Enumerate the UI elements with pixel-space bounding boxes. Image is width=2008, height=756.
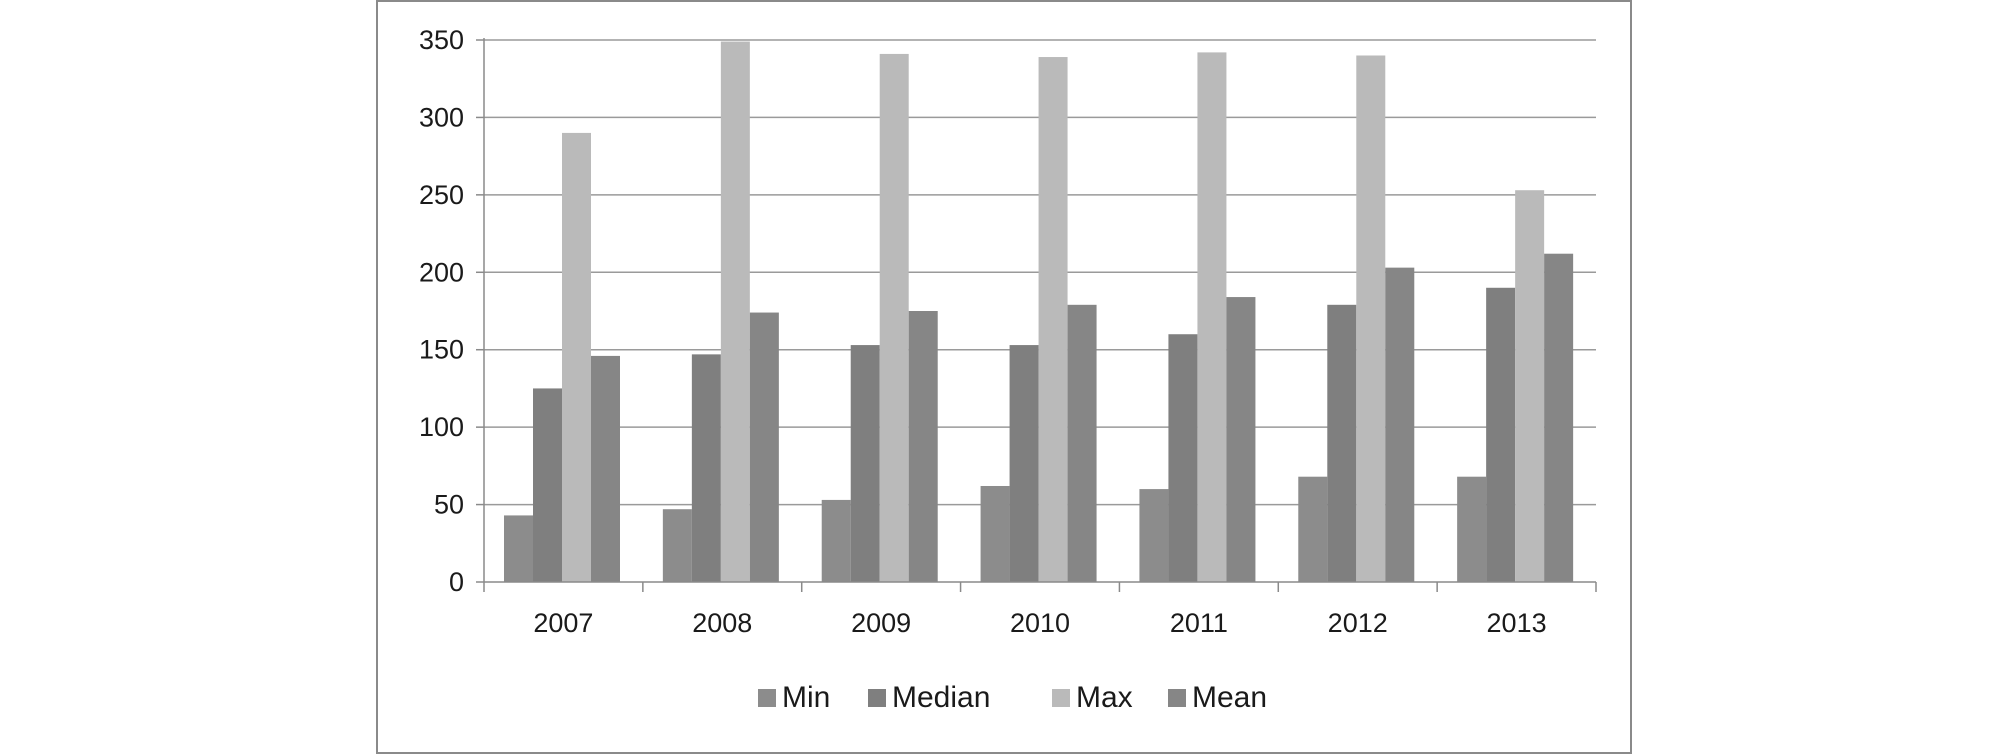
- bar-median-2007: [533, 388, 562, 582]
- x-tick-label: 2013: [1487, 608, 1547, 638]
- y-tick-label: 0: [449, 567, 464, 597]
- legend-label-median: Median: [892, 681, 990, 714]
- legend-label-mean: Mean: [1192, 681, 1267, 714]
- axes: [476, 38, 1597, 592]
- bar-mean-2009: [908, 311, 938, 582]
- x-tick-label: 2007: [533, 608, 593, 638]
- bar-median-2008: [691, 354, 721, 582]
- bar-max-2013: [1515, 190, 1545, 582]
- bar-max-2008: [720, 41, 750, 582]
- chart-frame: 0 50 100 150 200 250 300 350 2007 2008 2009 2010 20…: [376, 0, 1632, 754]
- bar-min-2007: [504, 515, 533, 582]
- bar-min-2011: [1139, 489, 1169, 582]
- bar-max-2007: [562, 132, 591, 582]
- y-tick-labels: 0 50 100 150 200 250 300 350: [419, 25, 464, 597]
- legend: Min Median Max Mean: [758, 681, 1267, 714]
- y-tick-label: 300: [419, 102, 464, 132]
- bar-median-2012: [1327, 304, 1357, 582]
- bar-max-2009: [879, 53, 909, 583]
- y-tick-label: 150: [419, 335, 464, 365]
- legend-swatch-median: [868, 689, 886, 707]
- bar-min-2013: [1457, 476, 1487, 582]
- bar-min-2009: [821, 499, 851, 582]
- bar-median-2013: [1486, 287, 1516, 582]
- y-tick-label: 200: [419, 257, 464, 287]
- bar-median-2011: [1168, 334, 1198, 582]
- x-tick-label: 2009: [851, 608, 911, 638]
- legend-label-min: Min: [782, 681, 830, 714]
- bar-mean-2013: [1544, 253, 1574, 582]
- bar-max-2012: [1356, 55, 1386, 582]
- bar-min-2010: [980, 485, 1010, 582]
- legend-swatch-mean: [1168, 689, 1186, 707]
- bar-median-2010: [1009, 345, 1039, 582]
- bar-median-2009: [850, 345, 880, 582]
- x-tick-label: 2011: [1170, 608, 1228, 638]
- x-tick-label: 2012: [1328, 608, 1388, 638]
- y-tick-label: 250: [419, 180, 464, 210]
- x-tick-label: 2008: [692, 608, 752, 638]
- bar-mean-2007: [591, 355, 620, 582]
- y-tick-label: 100: [419, 412, 464, 442]
- bar-min-2008: [662, 509, 692, 582]
- bar-mean-2008: [749, 312, 779, 582]
- legend-swatch-max: [1052, 689, 1070, 707]
- bar-mean-2010: [1067, 304, 1097, 582]
- y-tick-label: 50: [434, 490, 464, 520]
- legend-label-max: Max: [1076, 681, 1133, 714]
- bars: [504, 41, 1574, 583]
- bar-mean-2011: [1226, 297, 1256, 582]
- bar-max-2010: [1038, 57, 1068, 582]
- y-tick-label: 350: [419, 25, 464, 55]
- legend-swatch-min: [758, 689, 776, 707]
- x-tick-labels: 2007 2008 2009 2010 2011 2012 2013: [533, 608, 1546, 638]
- bar-min-2012: [1298, 476, 1328, 582]
- x-tick-label: 2010: [1010, 608, 1070, 638]
- bar-max-2011: [1197, 52, 1227, 583]
- bar-mean-2012: [1385, 267, 1415, 582]
